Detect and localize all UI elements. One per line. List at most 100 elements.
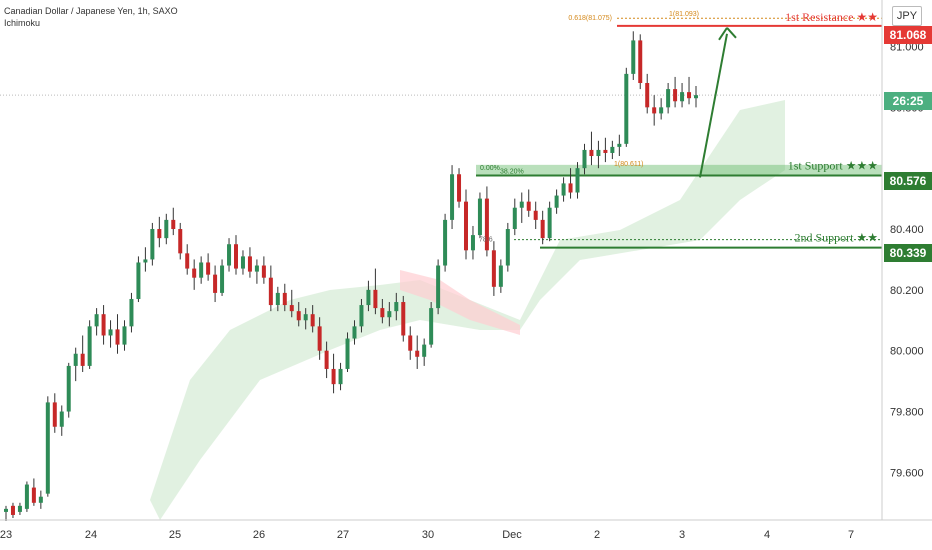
candle-body (171, 219, 176, 230)
candle (310, 305, 315, 333)
candle-body (568, 183, 573, 193)
candle-body (415, 350, 420, 357)
candle-body (185, 253, 190, 269)
projection-arrow (699, 33, 728, 178)
candle-body (345, 338, 350, 369)
level-labels: 1st Resistance ★★ 1st Support ★★★ 2nd Supp… (479, 10, 878, 245)
candle-body (87, 326, 92, 366)
fib-label-support-1: 1(80.611) (614, 161, 643, 168)
candle-body (317, 326, 322, 351)
candle (359, 298, 364, 333)
candle-body (450, 174, 455, 220)
candle (373, 268, 378, 315)
candle-body (157, 229, 162, 239)
candle (610, 140, 615, 160)
candle (4, 505, 8, 522)
candle (526, 189, 531, 217)
indicator-label[interactable]: Ichimoku (4, 18, 41, 28)
fib-label-382: 38.20% (500, 168, 524, 175)
candle (108, 320, 113, 348)
resistance-price-tag: 81.068 (884, 26, 932, 44)
candle (234, 235, 238, 275)
candle (680, 83, 685, 108)
candle-body (638, 40, 643, 84)
candle (673, 76, 678, 108)
candle-body (408, 335, 413, 351)
candle (394, 292, 399, 321)
time-tick-label: 23 (0, 529, 12, 541)
price-tick-label: 79.800 (890, 407, 924, 419)
candle-body (547, 207, 552, 239)
candle (227, 238, 232, 272)
candle-body (275, 292, 280, 306)
candle (457, 168, 462, 208)
candle-body (666, 89, 671, 108)
candle-body (394, 302, 399, 312)
candle (157, 216, 162, 248)
candle-body (10, 505, 15, 515)
candle (477, 192, 482, 239)
resistance-label: 1st Resistance ★★ (785, 10, 878, 24)
candle (38, 490, 43, 509)
candle-body (470, 235, 475, 251)
candle-body (31, 487, 36, 503)
time-axis[interactable]: 23 24 25 26 27 30 Dec 2 3 4 7 (0, 529, 854, 541)
candle (575, 162, 580, 199)
candle (631, 31, 636, 80)
candle (171, 207, 176, 236)
candle (24, 481, 29, 512)
time-tick-label: 26 (253, 529, 265, 541)
candle-body (17, 505, 22, 512)
price-tick-label: 81.000 (890, 42, 924, 54)
candle (645, 73, 650, 114)
candle (652, 95, 657, 126)
candle-body (373, 289, 378, 309)
support1-label: 1st Support ★★★ (788, 158, 878, 172)
candle-body (380, 308, 385, 318)
cloud-red-area (400, 270, 520, 335)
candle (254, 259, 259, 284)
candle (275, 286, 280, 312)
candle (45, 396, 50, 497)
candle-body (254, 265, 259, 272)
candle (422, 338, 427, 366)
support1-price-tag: 80.576 (884, 172, 932, 190)
candle-body (443, 219, 448, 266)
candle (519, 192, 524, 223)
candle-body (477, 198, 482, 236)
candle-body (680, 92, 685, 102)
candle-body (282, 292, 287, 306)
candle (596, 140, 601, 169)
candle (617, 134, 622, 157)
candle (122, 320, 127, 351)
support2-price-tag: 80.339 (884, 244, 932, 262)
candle (352, 320, 357, 345)
candle (52, 393, 57, 433)
candle-body (38, 496, 43, 503)
candle (143, 247, 148, 272)
candle (213, 265, 218, 303)
candle-body (401, 302, 406, 336)
fib-label-0: 0.00% (480, 165, 500, 172)
candle-body (491, 250, 496, 287)
candle (401, 295, 406, 342)
candle-body (526, 201, 531, 211)
candle-body (464, 201, 468, 251)
candle-body (540, 219, 545, 239)
support-resistance-levels (0, 17, 882, 249)
candle-body (80, 353, 85, 366)
candle-body (331, 368, 336, 385)
candle-body (122, 326, 127, 345)
candle (484, 186, 489, 257)
candle-body (352, 326, 357, 339)
candle (666, 83, 671, 114)
currency-button[interactable]: JPY (892, 6, 922, 26)
candle (206, 253, 211, 281)
candle-body (659, 107, 664, 114)
candle-body (227, 244, 232, 266)
candle-body (694, 95, 698, 99)
candles (4, 31, 698, 522)
candle (10, 502, 15, 518)
candle-body (617, 143, 622, 147)
